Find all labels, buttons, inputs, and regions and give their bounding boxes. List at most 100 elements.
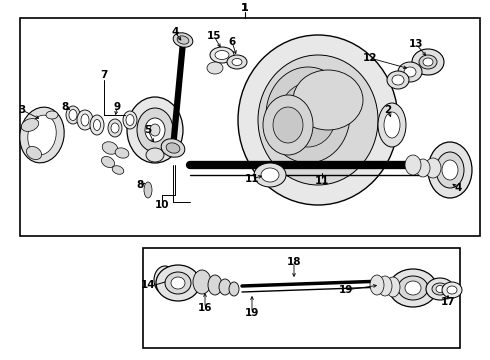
Ellipse shape xyxy=(20,107,64,163)
Ellipse shape xyxy=(370,275,384,295)
Ellipse shape xyxy=(432,283,448,295)
Ellipse shape xyxy=(266,67,350,163)
Ellipse shape xyxy=(273,107,303,143)
Ellipse shape xyxy=(126,114,134,126)
Ellipse shape xyxy=(166,143,180,153)
Ellipse shape xyxy=(416,159,430,177)
Ellipse shape xyxy=(428,142,472,198)
Ellipse shape xyxy=(173,33,193,47)
Text: 17: 17 xyxy=(441,297,455,307)
Text: 3: 3 xyxy=(19,105,25,115)
Ellipse shape xyxy=(442,282,462,298)
Text: 12: 12 xyxy=(363,53,377,63)
Text: 10: 10 xyxy=(155,200,169,210)
Ellipse shape xyxy=(165,272,191,294)
Text: 11: 11 xyxy=(245,174,259,184)
Ellipse shape xyxy=(145,118,165,142)
Ellipse shape xyxy=(261,168,279,182)
Ellipse shape xyxy=(378,276,392,296)
Ellipse shape xyxy=(254,163,286,187)
Ellipse shape xyxy=(193,270,211,294)
Ellipse shape xyxy=(144,182,152,198)
Ellipse shape xyxy=(154,266,176,294)
Ellipse shape xyxy=(81,114,89,126)
Ellipse shape xyxy=(232,58,242,66)
Ellipse shape xyxy=(112,166,124,174)
Ellipse shape xyxy=(404,67,416,77)
Ellipse shape xyxy=(46,111,58,119)
Ellipse shape xyxy=(447,286,457,294)
Ellipse shape xyxy=(387,71,409,89)
Ellipse shape xyxy=(238,35,398,205)
Ellipse shape xyxy=(69,109,77,121)
Ellipse shape xyxy=(177,36,189,44)
Ellipse shape xyxy=(426,278,454,300)
Ellipse shape xyxy=(423,58,433,66)
Ellipse shape xyxy=(94,120,100,130)
Text: 11: 11 xyxy=(315,176,329,186)
Ellipse shape xyxy=(398,62,422,82)
Bar xyxy=(20,18,480,236)
Ellipse shape xyxy=(442,160,458,180)
Text: 8: 8 xyxy=(61,102,69,112)
Ellipse shape xyxy=(146,148,164,162)
Text: 1: 1 xyxy=(241,3,249,13)
Ellipse shape xyxy=(171,277,185,289)
Ellipse shape xyxy=(77,110,93,130)
Ellipse shape xyxy=(21,118,39,131)
Ellipse shape xyxy=(436,285,444,292)
Ellipse shape xyxy=(219,279,231,295)
Ellipse shape xyxy=(66,106,80,124)
Ellipse shape xyxy=(111,123,119,133)
Ellipse shape xyxy=(115,148,129,158)
Ellipse shape xyxy=(425,158,441,178)
Text: 16: 16 xyxy=(198,303,212,313)
Ellipse shape xyxy=(210,47,234,63)
Text: 15: 15 xyxy=(207,31,221,41)
Ellipse shape xyxy=(156,265,200,301)
Ellipse shape xyxy=(108,119,122,137)
Ellipse shape xyxy=(159,272,171,288)
Text: 18: 18 xyxy=(287,257,301,267)
Ellipse shape xyxy=(102,142,118,154)
Text: 9: 9 xyxy=(114,102,121,112)
Ellipse shape xyxy=(436,152,464,188)
Text: 5: 5 xyxy=(145,125,151,135)
Ellipse shape xyxy=(101,157,115,167)
Ellipse shape xyxy=(215,50,229,59)
Text: 19: 19 xyxy=(339,285,353,295)
Text: 8: 8 xyxy=(136,180,144,190)
Ellipse shape xyxy=(405,155,421,175)
Ellipse shape xyxy=(208,275,222,295)
Ellipse shape xyxy=(150,124,160,136)
Ellipse shape xyxy=(90,115,104,135)
Text: 4: 4 xyxy=(172,27,179,37)
Text: 7: 7 xyxy=(100,70,108,80)
Ellipse shape xyxy=(229,282,239,296)
Ellipse shape xyxy=(26,147,42,159)
Ellipse shape xyxy=(227,55,247,69)
Ellipse shape xyxy=(419,55,437,69)
Ellipse shape xyxy=(263,95,313,155)
Text: 2: 2 xyxy=(384,105,392,115)
Ellipse shape xyxy=(392,75,404,85)
Ellipse shape xyxy=(293,70,363,130)
Ellipse shape xyxy=(378,103,406,147)
Ellipse shape xyxy=(384,112,400,138)
Bar xyxy=(143,248,460,348)
Ellipse shape xyxy=(258,55,378,185)
Ellipse shape xyxy=(28,115,56,155)
Text: 14: 14 xyxy=(141,280,155,290)
Text: 19: 19 xyxy=(245,308,259,318)
Ellipse shape xyxy=(207,62,223,74)
Text: 6: 6 xyxy=(228,37,236,47)
Ellipse shape xyxy=(412,49,444,75)
Text: 1: 1 xyxy=(241,3,249,13)
Text: 13: 13 xyxy=(409,39,423,49)
Ellipse shape xyxy=(405,281,421,295)
Ellipse shape xyxy=(389,269,437,307)
Ellipse shape xyxy=(123,111,137,129)
Ellipse shape xyxy=(386,277,400,297)
Ellipse shape xyxy=(137,108,173,152)
Ellipse shape xyxy=(161,139,185,157)
